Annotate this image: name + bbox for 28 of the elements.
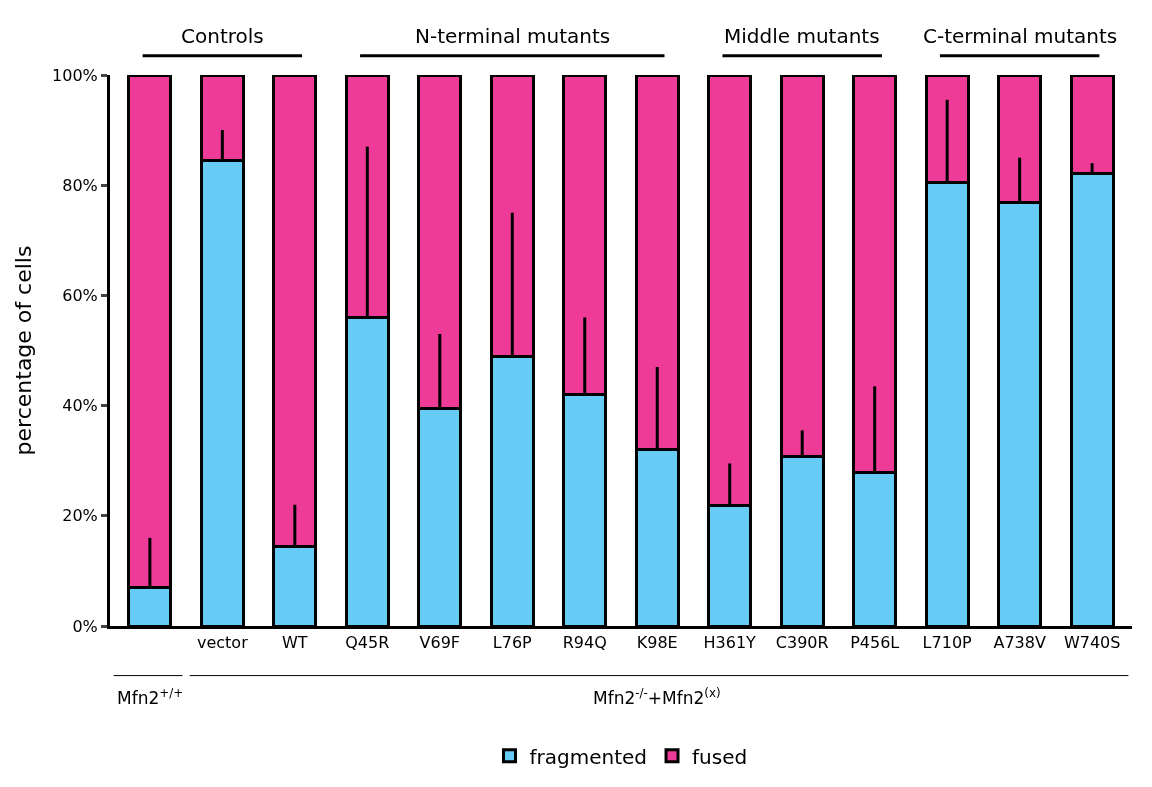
- x-tick-label: R94Q: [562, 633, 607, 653]
- x-tick-label: L710P: [922, 633, 973, 653]
- text: C-terminal mutants: [923, 24, 1118, 48]
- x-tick-label: P456L: [850, 633, 900, 653]
- legend-label: fused: [692, 744, 748, 769]
- text: Middle mutants: [724, 24, 880, 48]
- x-tick-label: K98E: [636, 633, 678, 653]
- y-tick-label: 100%: [52, 65, 98, 85]
- legend-label: fragmented: [529, 744, 648, 769]
- x-tick-label: vector: [196, 633, 249, 653]
- text: Mfn2$^{+/+}$: [117, 686, 184, 709]
- x-tick-label: Q45R: [345, 633, 390, 653]
- x-tick-label: L76P: [492, 633, 533, 653]
- x-tick-label: C390R: [775, 633, 829, 653]
- text: Mfn2$^{-/-}$+Mfn2$^{(x)}$: [593, 686, 721, 709]
- y-tick-label: 0%: [72, 616, 98, 636]
- x-tick-label: WT: [282, 633, 308, 653]
- x-tick-label: W740S: [1063, 633, 1121, 653]
- y-tick-label: 80%: [62, 175, 98, 195]
- text: Controls: [181, 24, 264, 48]
- y-tick-label: 20%: [62, 506, 98, 526]
- y-tick-label: 40%: [62, 396, 98, 416]
- y-tick-label: 60%: [62, 286, 98, 305]
- y-axis-title: percentage of cells: [10, 245, 36, 456]
- x-tick-label: V69F: [419, 633, 461, 653]
- text: N-terminal mutants: [415, 24, 611, 48]
- x-tick-label: H361Y: [703, 633, 757, 653]
- x-tick-label: A738V: [993, 633, 1046, 653]
